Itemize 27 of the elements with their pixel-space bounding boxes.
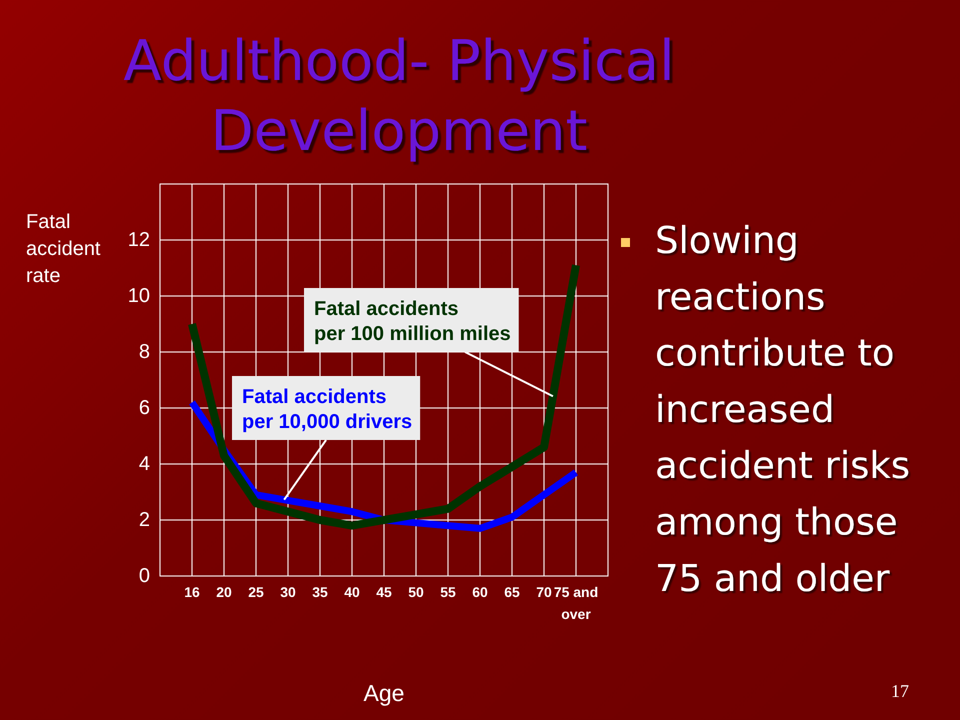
- x-tick-label: 75 and over: [554, 584, 598, 622]
- chart-title: Adulthood- Physical Development: [123, 29, 675, 164]
- text: 17: [891, 681, 909, 701]
- y-tick-label: 0: [138, 565, 150, 587]
- x-tick-label: 20: [216, 584, 232, 600]
- y-tick-label: 8: [138, 341, 150, 363]
- x-tick-label: 65: [504, 584, 520, 600]
- text: Fatal accidents per 100 million miles: [314, 298, 511, 345]
- series-label: Fatal accidents per 10,000 drivers: [242, 386, 412, 433]
- x-tick-label: 30: [280, 584, 296, 600]
- y-tick-label: 4: [138, 453, 150, 475]
- x-tick-label: 35: [312, 584, 328, 600]
- y-tick-label: 6: [138, 397, 150, 419]
- x-tick-label: 16: [184, 584, 200, 600]
- x-tick-label: 50: [408, 584, 424, 600]
- y-tick-label: 12: [128, 229, 150, 251]
- x-tick-label: 45: [376, 584, 392, 600]
- text: Slowing reactions contribute to increased accident risks among those 75 and older: [655, 219, 910, 600]
- x-tick-label: 70: [536, 584, 552, 600]
- y-tick-label: 2: [138, 509, 150, 531]
- x-axis-title: Age: [364, 680, 404, 706]
- x-tick-label: 55: [440, 584, 456, 600]
- x-tick-label: 25: [248, 584, 264, 600]
- x-tick-label: 40: [344, 584, 360, 600]
- x-tick-label: 60: [472, 584, 488, 600]
- y-tick-label: 10: [128, 285, 150, 307]
- y-axis-title: Fatal accident rate: [26, 211, 101, 287]
